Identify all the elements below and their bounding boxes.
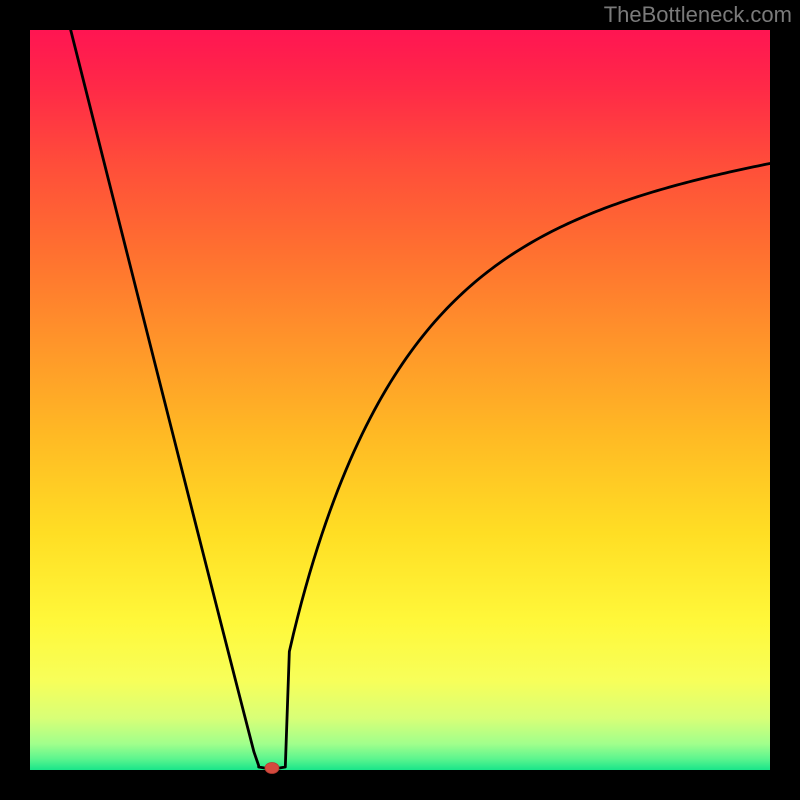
optimal-point-marker bbox=[265, 763, 279, 774]
attribution-label: TheBottleneck.com bbox=[604, 2, 792, 27]
chart-container: TheBottleneck.com bbox=[0, 0, 800, 800]
plot-area bbox=[30, 30, 770, 770]
bottleneck-chart: TheBottleneck.com bbox=[0, 0, 800, 800]
